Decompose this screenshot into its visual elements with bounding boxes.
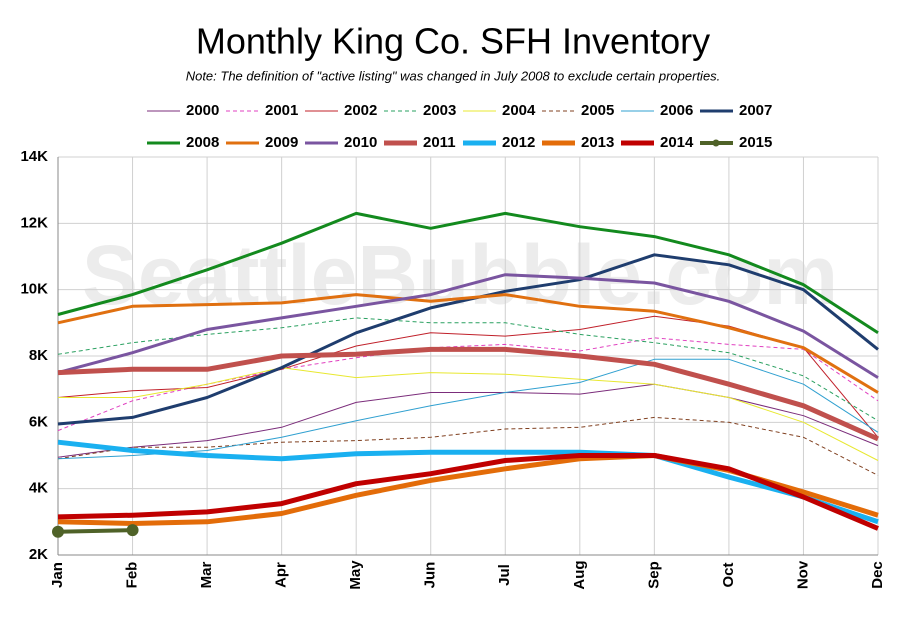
legend-label: 2007 xyxy=(739,102,772,119)
legend-label: 2006 xyxy=(660,102,693,119)
series-line xyxy=(57,337,879,432)
x-tick-label: Aug xyxy=(571,560,588,589)
legend-label: 2005 xyxy=(581,102,614,119)
x-tick-label: Jan xyxy=(49,562,66,588)
x-tick-label: Jul xyxy=(496,564,513,586)
x-tick-label: Jun xyxy=(422,562,439,589)
y-tick-label: 10K xyxy=(20,281,48,298)
y-tick-label: 8K xyxy=(29,347,48,364)
series-line xyxy=(57,211,879,335)
series-line xyxy=(57,358,879,460)
legend-label: 2013 xyxy=(581,134,614,151)
legend-label: 2011 xyxy=(423,134,456,151)
series-line xyxy=(57,383,879,458)
series-line xyxy=(57,346,880,442)
legend-marker xyxy=(712,139,720,147)
legend-label: 2004 xyxy=(502,102,536,119)
series-line xyxy=(58,367,879,461)
watermark: SeattleBubble.com xyxy=(82,228,838,322)
x-tick-label: Nov xyxy=(794,560,811,589)
x-tick-label: Apr xyxy=(273,562,290,588)
chart-title: Monthly King Co. SFH Inventory xyxy=(196,21,710,62)
y-tick-label: 4K xyxy=(29,480,48,497)
y-tick-label: 6K xyxy=(29,413,48,430)
x-tick-label: May xyxy=(347,560,364,590)
legend-label: 2015 xyxy=(739,134,772,151)
series-marker xyxy=(126,524,139,537)
x-tick-label: Mar xyxy=(198,562,215,589)
series-line xyxy=(57,453,879,531)
legend-label: 2008 xyxy=(186,134,219,151)
series-line xyxy=(57,273,879,379)
legend-label: 2009 xyxy=(265,134,298,151)
x-tick-label: Oct xyxy=(720,562,737,587)
legend-label: 2014 xyxy=(660,134,694,151)
series-line xyxy=(57,293,879,394)
legend-label: 2002 xyxy=(344,102,377,119)
series-line xyxy=(57,528,133,534)
x-tick-label: Sep xyxy=(645,561,662,589)
legend-label: 2000 xyxy=(186,102,219,119)
legend-label: 2012 xyxy=(502,134,535,151)
legend-label: 2001 xyxy=(265,102,298,119)
y-tick-label: 14K xyxy=(20,148,48,165)
series-line xyxy=(57,439,879,525)
x-tick-label: Dec xyxy=(869,561,886,589)
series-marker xyxy=(52,525,64,538)
x-tick-label: Feb xyxy=(124,562,141,589)
series-line xyxy=(57,253,879,426)
legend-label: 2003 xyxy=(423,102,456,119)
y-tick-label: 12K xyxy=(20,214,48,231)
legend-label: 2010 xyxy=(344,134,377,151)
series-line xyxy=(57,317,879,422)
y-tick-label: 2K xyxy=(29,546,48,563)
chart-subtitle: Note: The definition of "active listing"… xyxy=(186,68,721,83)
series-line xyxy=(57,416,879,476)
